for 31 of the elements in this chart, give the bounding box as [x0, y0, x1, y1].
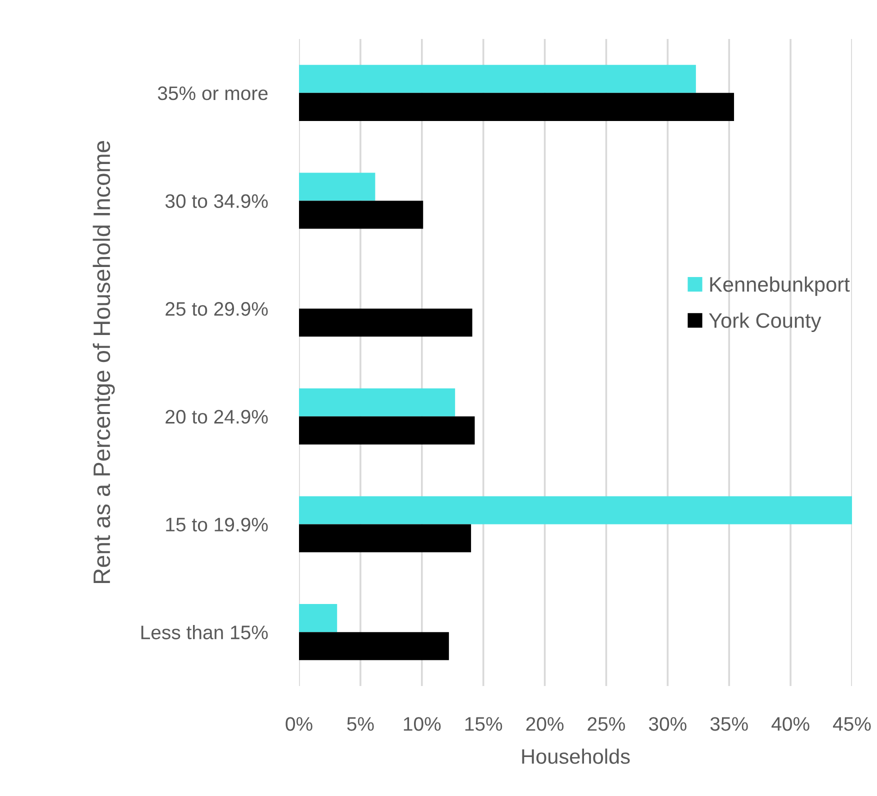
bar: [299, 172, 376, 201]
x-tick-label: 40%: [772, 717, 810, 731]
y-tick-label: Less than 15%: [141, 625, 268, 640]
legend-label: Kennebunkport: [710, 276, 850, 296]
bar: [299, 200, 424, 229]
x-tick-label: 25%: [588, 717, 625, 731]
y-axis-title: Rent as a Percentge of Household Income: [92, 141, 115, 584]
bar: [299, 64, 696, 93]
bar: [299, 416, 475, 444]
y-tick-label: 30 to 34.9%: [165, 194, 268, 208]
x-tick-label: 20%: [526, 717, 564, 731]
bar: [299, 604, 338, 632]
bar: [299, 308, 472, 337]
legend-label: York County: [708, 312, 822, 332]
y-tick-label: 20 to 24.9%: [166, 410, 268, 424]
bar: [299, 496, 852, 524]
bar: [299, 632, 449, 660]
x-tick-label: 5%: [347, 717, 374, 731]
x-tick-label: 45%: [832, 717, 871, 731]
bar: [299, 92, 734, 121]
x-tick-label: 0%: [286, 717, 312, 731]
x-tick-label: 10%: [404, 717, 441, 731]
x-tick-label: 30%: [648, 717, 686, 731]
bar: [299, 524, 472, 552]
y-tick-label: 15 to 19.9%: [166, 518, 268, 532]
y-tick-label: 35% or more: [158, 86, 268, 100]
bar: [299, 388, 456, 416]
x-tick-label: 35%: [710, 717, 748, 731]
x-axis-title: Households: [522, 748, 630, 764]
x-tick-label: 15%: [465, 717, 502, 731]
y-tick-label: 25 to 29.9%: [166, 302, 268, 316]
